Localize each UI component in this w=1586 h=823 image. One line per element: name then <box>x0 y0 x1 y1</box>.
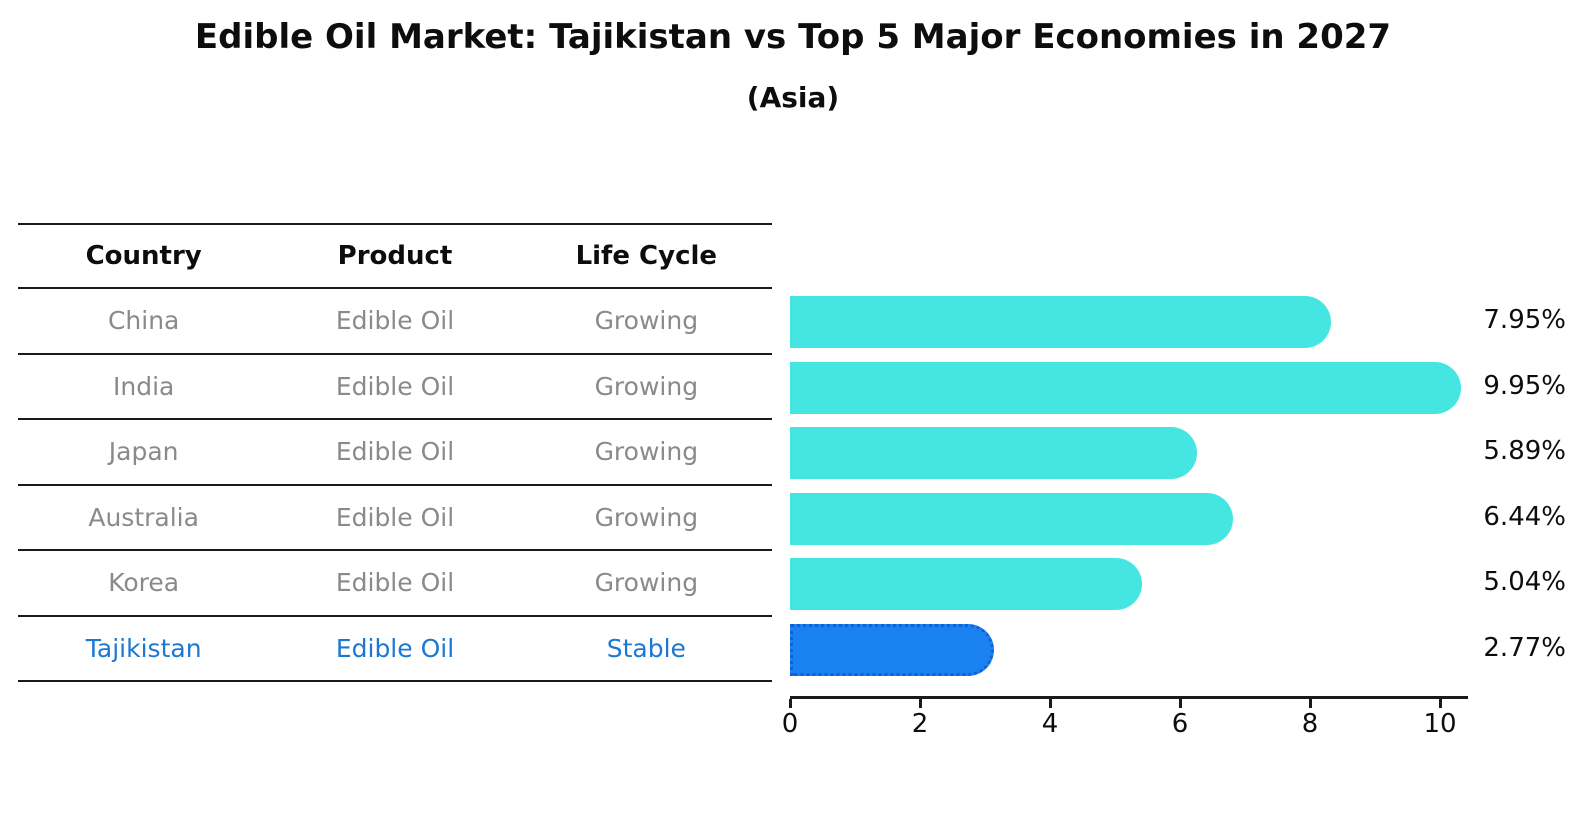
col-header-product: Product <box>337 241 453 271</box>
bar-value-label-india: 9.95% <box>1483 370 1566 401</box>
x-axis-tick-label-10: 10 <box>1423 709 1457 739</box>
x-axis-tick-label-4: 4 <box>1041 709 1059 739</box>
cell-product: Edible Oil <box>335 568 455 598</box>
bar-tajikistan <box>790 623 994 676</box>
col-header-country: Country <box>85 241 202 271</box>
x-axis-tick-label-8: 8 <box>1301 709 1319 739</box>
bar-china <box>790 296 1331 348</box>
chart-title: Edible Oil Market: Tajikistan vs Top 5 M… <box>194 17 1392 57</box>
cell-product: Edible Oil <box>335 371 455 401</box>
col-header-lifecycle: Life Cycle <box>575 241 718 271</box>
cell-lifecycle: Stable <box>606 633 686 663</box>
x-axis-tick-2 <box>918 699 922 708</box>
table-row-india: India Edible Oil Growing <box>18 355 772 420</box>
bar-value-label-japan: 5.89% <box>1483 436 1566 466</box>
x-axis-tick-label-0: 0 <box>781 709 799 739</box>
bar-japan <box>790 427 1197 479</box>
cell-lifecycle: Growing <box>594 306 699 336</box>
bar-australia <box>790 492 1233 545</box>
cell-country: Australia <box>88 502 199 532</box>
x-axis-tick-6 <box>1178 699 1182 708</box>
bar-value-label-korea: 5.04% <box>1483 567 1566 597</box>
bar-value-label-china: 7.95% <box>1483 305 1566 335</box>
bar-korea <box>790 558 1142 610</box>
country-table: Country Product Life Cycle China Edible … <box>18 223 772 682</box>
table-row-china: China Edible Oil Growing <box>18 289 772 355</box>
table-row-australia: Australia Edible Oil Growing <box>18 486 772 551</box>
cell-lifecycle: Growing <box>594 568 699 598</box>
cell-country: China <box>107 306 180 336</box>
cell-country: India <box>112 371 175 401</box>
cell-product: Edible Oil <box>335 306 455 336</box>
x-axis-tick-10 <box>1438 699 1442 708</box>
x-axis-tick-8 <box>1308 699 1312 708</box>
bar-value-label-tajikistan: 2.77% <box>1483 632 1566 663</box>
bar-india <box>790 361 1461 414</box>
x-axis-line <box>790 696 1468 699</box>
table-row-japan: Japan Edible Oil Growing <box>18 420 772 486</box>
cell-country: Tajikistan <box>85 633 202 663</box>
x-axis-tick-0 <box>788 699 792 708</box>
chart-subtitle: (Asia) <box>746 81 840 114</box>
bar-plot-area <box>790 289 1468 682</box>
cell-country: Japan <box>108 437 179 467</box>
table-row-tajikistan: Tajikistan Edible Oil Stable <box>18 617 772 682</box>
cell-country: Korea <box>108 568 180 598</box>
table-header-row: Country Product Life Cycle <box>18 223 772 289</box>
x-axis-tick-label-2: 2 <box>911 709 929 739</box>
cell-product: Edible Oil <box>335 437 455 467</box>
x-axis-tick-label-6: 6 <box>1171 709 1189 739</box>
cell-lifecycle: Growing <box>594 437 699 467</box>
cell-product: Edible Oil <box>335 633 455 663</box>
cell-product: Edible Oil <box>335 502 455 532</box>
table-row-korea: Korea Edible Oil Growing <box>18 551 772 617</box>
bar-value-label-australia: 6.44% <box>1483 501 1566 532</box>
cell-lifecycle: Growing <box>594 502 699 532</box>
x-axis-tick-4 <box>1048 699 1052 708</box>
cell-lifecycle: Growing <box>594 371 699 401</box>
